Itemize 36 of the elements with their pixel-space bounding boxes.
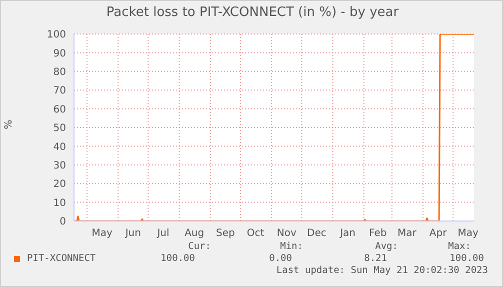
x-tick-label: Mar — [398, 228, 418, 240]
text: Cur: — [187, 241, 211, 252]
y-tick-label: 20 — [53, 179, 66, 190]
text: Min: — [279, 241, 303, 252]
y-tick-label: 60 — [53, 104, 66, 116]
x-tick-label: Nov — [276, 228, 296, 240]
x-tick-label: May — [458, 228, 479, 240]
text: 100.00 — [448, 253, 484, 264]
x-tick-label: Jan — [339, 228, 356, 240]
x-tick-label: Jun — [124, 228, 141, 240]
legend-label: PIT-XCONNECT — [26, 253, 96, 264]
y-tick-label: 50 — [53, 123, 66, 134]
y-tick-label: 80 — [53, 66, 66, 78]
x-tick-label: Sep — [216, 228, 235, 240]
x-tick-label: Feb — [369, 228, 387, 240]
text: 8.21 — [363, 253, 387, 264]
x-tick-label: Oct — [246, 228, 264, 240]
y-tick-label: 90 — [53, 48, 66, 60]
x-tick-label: Apr — [429, 228, 448, 240]
y-tick-label: 10 — [53, 198, 66, 209]
y-tick-label: 40 — [53, 142, 66, 153]
text: Last update: Sun May 21 20:02:30 2023 — [276, 265, 488, 276]
y-tick-label: 100 — [46, 30, 66, 41]
y-tick-label: 30 — [53, 160, 66, 172]
x-tick-label: Aug — [184, 228, 204, 240]
text: 100.00 — [160, 253, 195, 264]
y-axis-title: % — [3, 120, 14, 130]
text: 0.00 — [268, 253, 292, 264]
y-tick-label: 70 — [53, 86, 66, 97]
text: Avg: — [374, 241, 398, 252]
x-tick-label: Dec — [307, 228, 326, 240]
x-tick-label: Jul — [156, 228, 170, 240]
y-tick-label: 0 — [60, 216, 66, 228]
x-tick-label: May — [92, 228, 112, 240]
chart-title: Packet loss to PIT-XCONNECT (in %) - by year — [105, 5, 400, 20]
text: Max: — [448, 241, 471, 252]
